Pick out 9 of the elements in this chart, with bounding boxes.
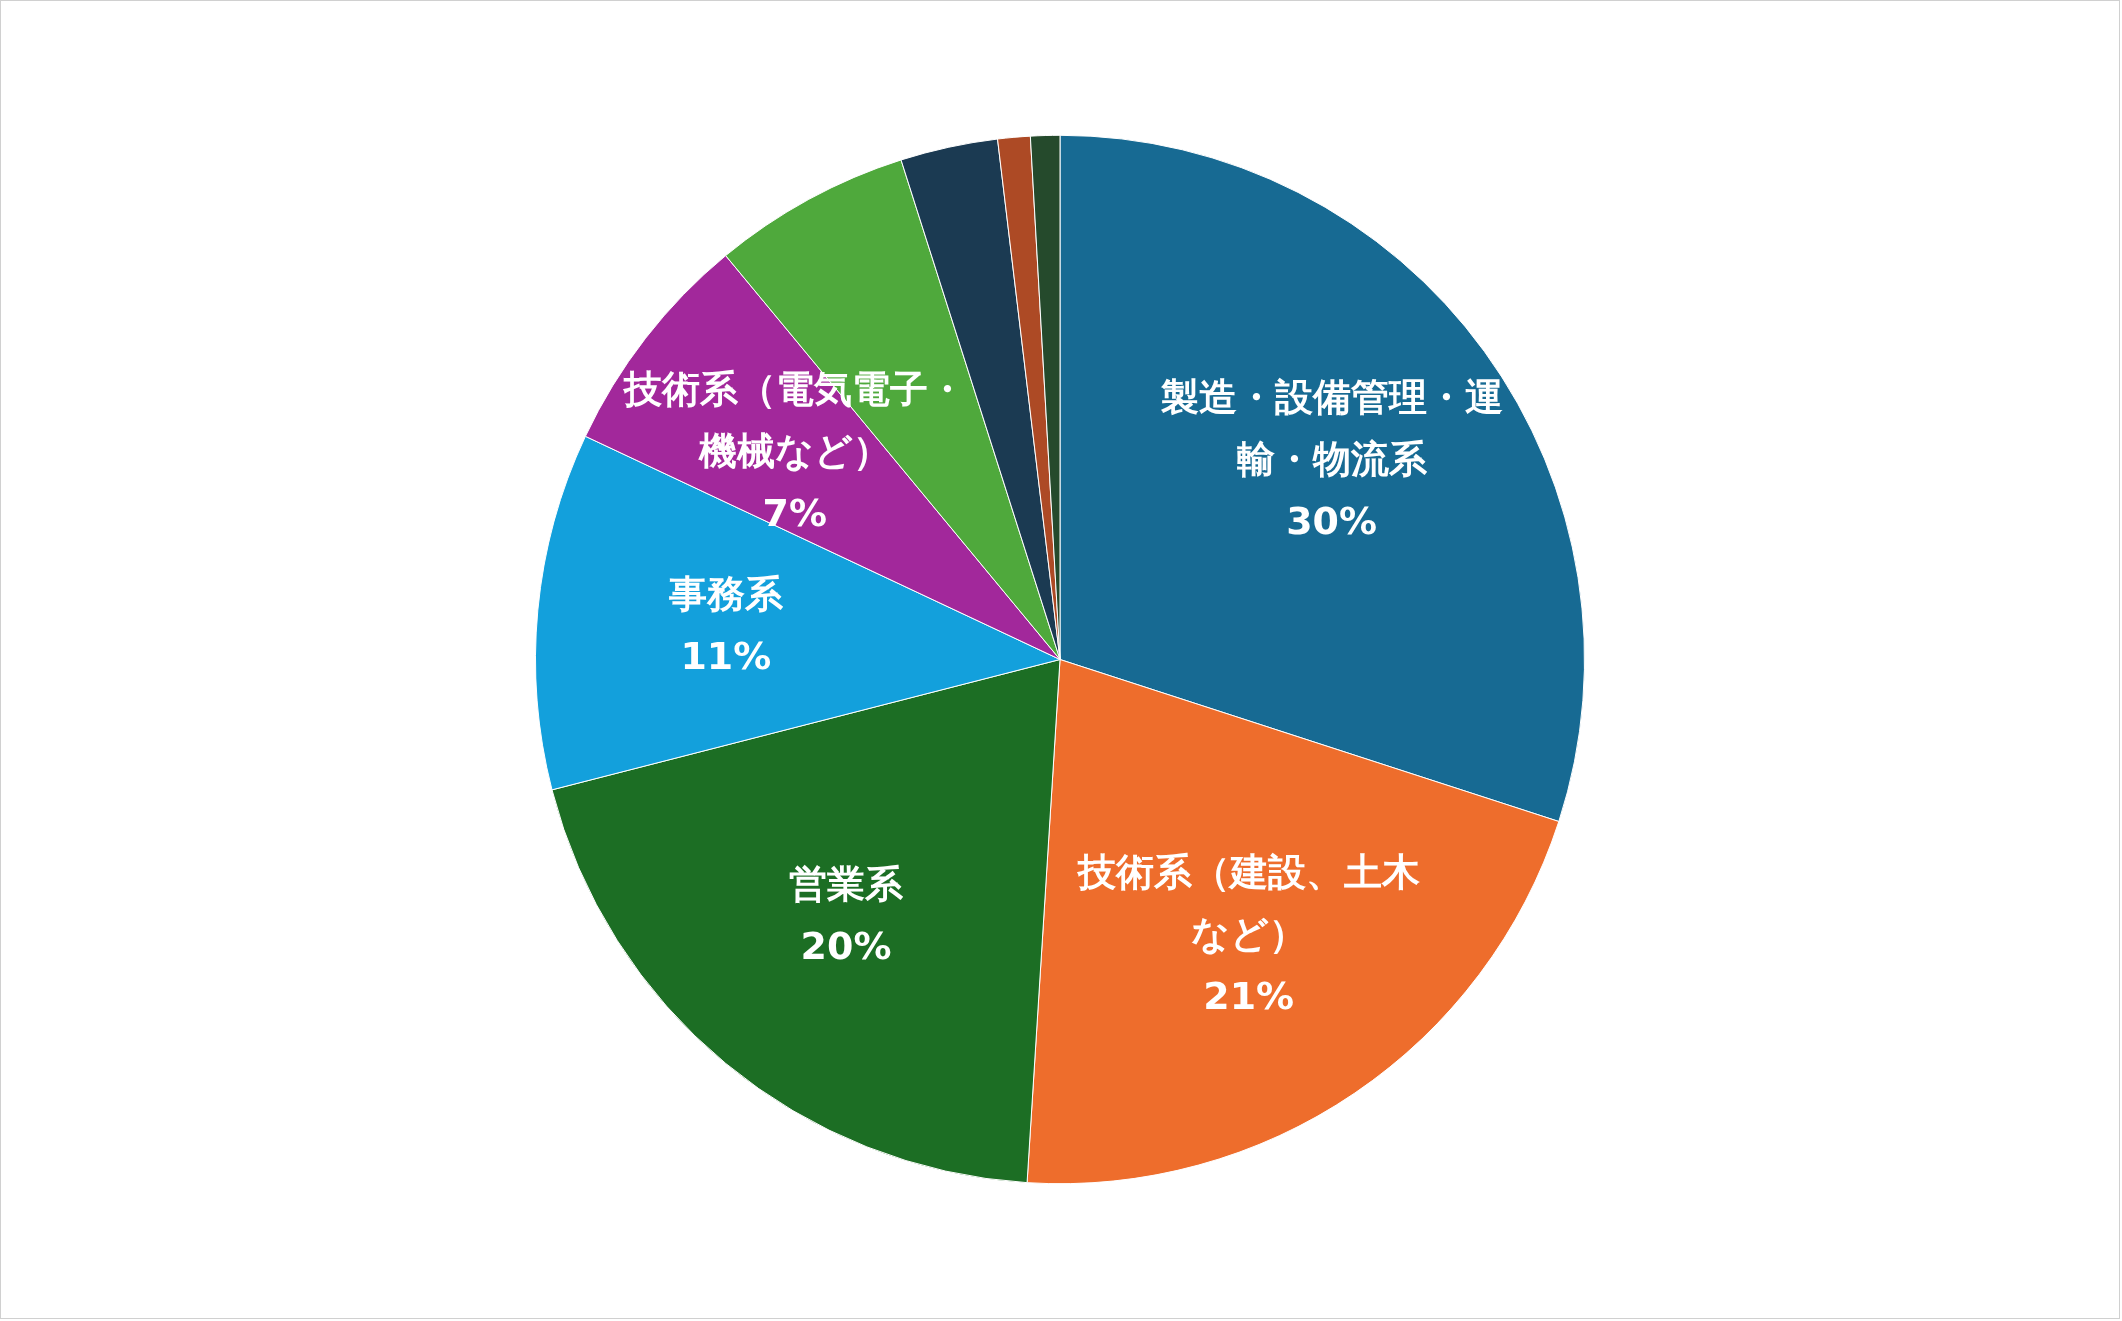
data-label: 21% xyxy=(1203,973,1295,1018)
data-label: 20% xyxy=(800,923,892,968)
slice-label: 製造・設備管理・運輸・物流系 xyxy=(1159,375,1503,482)
slice-label: 営業系 xyxy=(789,861,905,906)
data-label: 7% xyxy=(762,490,827,535)
slice-label: 事務系 xyxy=(667,571,784,616)
slice-label: 技術系（建設、土木など） xyxy=(1075,849,1420,956)
data-label: 30% xyxy=(1286,499,1377,544)
data-label: 11% xyxy=(680,633,772,678)
